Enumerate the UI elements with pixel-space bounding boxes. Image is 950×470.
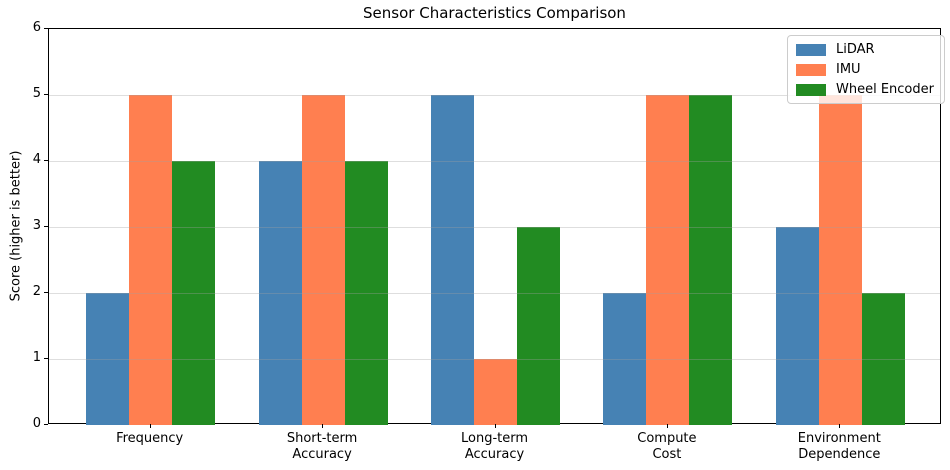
y-tick-label: 0 [32,416,41,431]
gridline-y-4 [49,161,940,162]
bar-wheel-encoder-environment [861,293,905,425]
x-tick-label-compute: Compute Cost [637,431,697,462]
legend-swatch-lidar [796,43,826,56]
x-tick-mark [322,424,324,428]
y-tick-mark [44,28,48,29]
chart-title: Sensor Characteristics Comparison [363,4,626,22]
x-tick-label-short-term: Short-term Accuracy [286,431,358,462]
y-tick-label: 2 [32,284,41,299]
x-tick-label-environment: Environment Dependence [797,431,881,462]
legend: LiDAR IMU Wheel Encoder [787,35,945,104]
bar-imu-short-term [301,95,345,425]
bar-imu-long-term [474,359,518,425]
bar-lidar-long-term [430,95,474,425]
y-tick-mark [44,292,48,293]
y-tick-mark [44,94,48,95]
gridline-y-1 [49,359,940,360]
y-tick-label: 3 [32,218,41,233]
bar-imu-frequency [129,95,173,425]
bar-lidar-frequency [86,293,130,425]
y-tick-mark [44,358,48,359]
y-tick-mark [44,424,48,425]
bar-wheel-encoder-frequency [172,161,216,425]
y-tick-label: 6 [32,20,41,35]
gridline-y-5 [49,95,940,96]
legend-item-imu: IMU [796,62,934,77]
y-tick-label: 1 [32,350,41,365]
bar-imu-environment [818,95,862,425]
bar-wheel-encoder-short-term [344,161,388,425]
legend-swatch-imu [796,63,826,76]
x-tick-label-frequency: Frequency [116,431,184,446]
y-tick-label: 4 [32,152,41,167]
bar-wheel-encoder-compute [689,95,733,425]
gridline-y-3 [49,227,940,228]
y-tick-label: 5 [32,86,41,101]
bar-lidar-short-term [258,161,302,425]
legend-swatch-wheel-encoder [796,83,826,96]
x-tick-mark [839,424,841,428]
gridline-y-2 [49,293,940,294]
x-tick-mark [494,424,496,428]
x-tick-mark [149,424,151,428]
x-tick-label-long-term: Long-term Accuracy [460,431,529,462]
x-tick-mark [666,424,668,428]
bar-wheel-encoder-long-term [517,227,561,425]
y-tick-mark [44,226,48,227]
y-tick-mark [44,160,48,161]
bar-imu-compute [646,95,690,425]
bar-lidar-compute [603,293,647,425]
bar-lidar-environment [775,227,819,425]
legend-item-lidar: LiDAR [796,42,934,57]
legend-item-wheel-encoder: Wheel Encoder [796,82,934,97]
legend-label: LiDAR [836,42,875,57]
legend-label: Wheel Encoder [836,82,934,97]
legend-label: IMU [836,62,861,77]
